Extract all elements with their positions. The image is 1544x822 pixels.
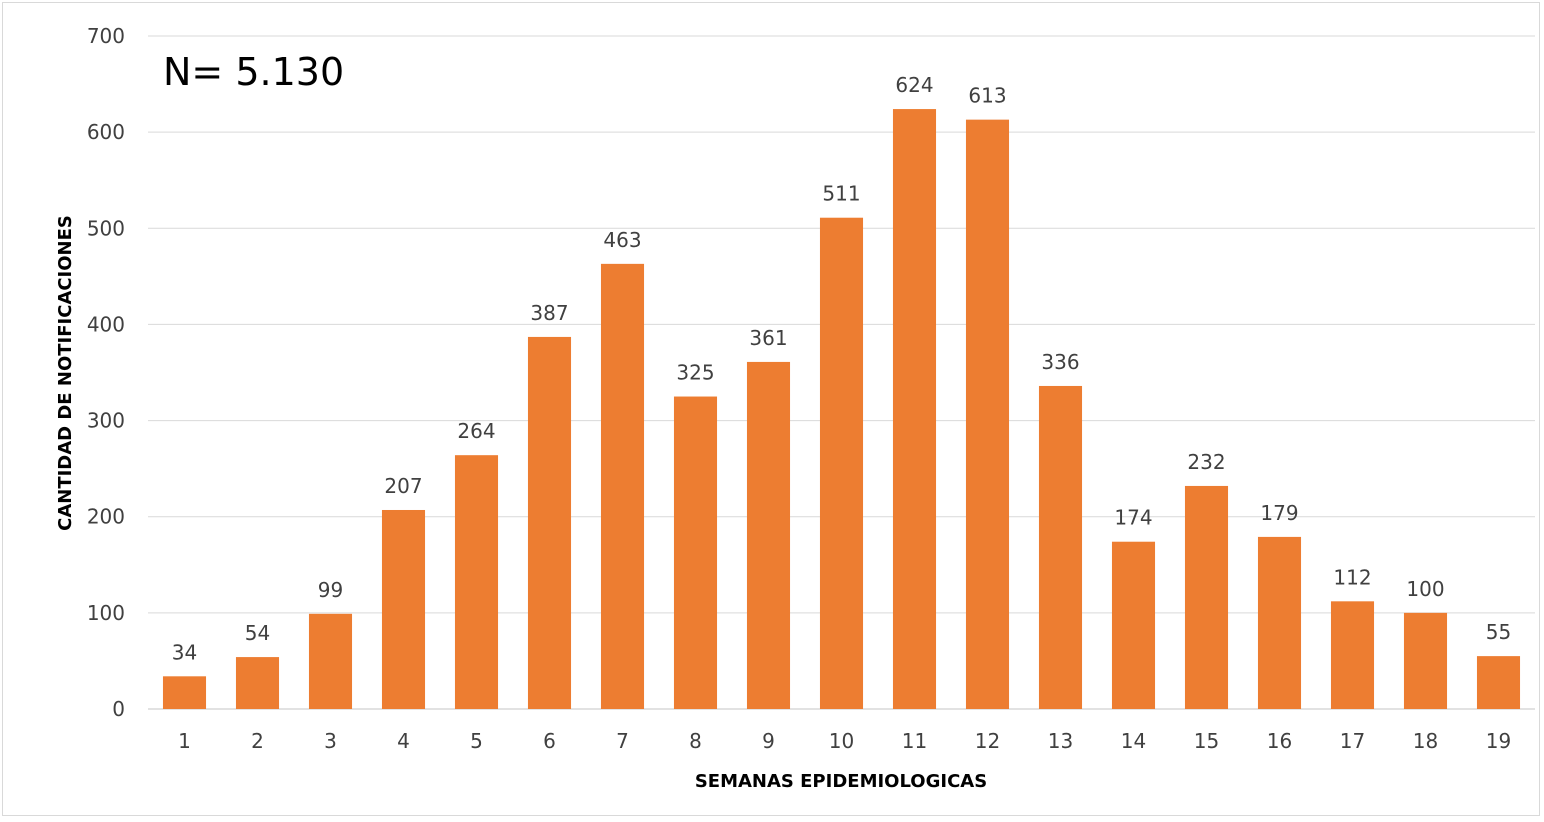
bar bbox=[1184, 485, 1229, 709]
x-tick-label: 2 bbox=[251, 729, 264, 753]
x-tick-label: 8 bbox=[689, 729, 702, 753]
x-tick-label: 11 bbox=[902, 729, 927, 753]
bar bbox=[965, 119, 1010, 709]
data-label: 361 bbox=[749, 326, 787, 350]
bar bbox=[892, 109, 937, 709]
bar bbox=[1330, 601, 1375, 709]
data-label: 54 bbox=[245, 621, 270, 645]
y-tick-label: 300 bbox=[87, 409, 125, 433]
data-label: 55 bbox=[1486, 620, 1511, 644]
bar bbox=[1111, 541, 1156, 709]
data-labels: 34 54 99 207 264 387 463 325 361 511 624 613 336 174 2… bbox=[172, 73, 1511, 664]
data-label: 463 bbox=[603, 228, 641, 252]
y-tick-label: 600 bbox=[87, 120, 125, 144]
bar bbox=[746, 361, 791, 709]
data-label: 34 bbox=[172, 640, 197, 664]
x-tick-label: 6 bbox=[543, 729, 556, 753]
data-label: 100 bbox=[1406, 577, 1444, 601]
y-axis-title: CANTIDAD DE NOTIFICACIONES bbox=[55, 215, 76, 531]
y-tick-label: 200 bbox=[87, 505, 125, 529]
y-tick-label: 400 bbox=[87, 312, 125, 336]
bar bbox=[819, 217, 864, 709]
bar bbox=[454, 455, 499, 709]
y-tick-label: 700 bbox=[87, 24, 125, 48]
bar bbox=[527, 336, 572, 709]
y-tick-label: 100 bbox=[87, 601, 125, 625]
data-label: 112 bbox=[1333, 565, 1371, 589]
data-label: 179 bbox=[1260, 501, 1298, 525]
y-axis-ticks: 0 100 200 300 400 500 600 700 bbox=[87, 24, 125, 721]
data-label: 99 bbox=[318, 578, 343, 602]
x-tick-label: 12 bbox=[975, 729, 1000, 753]
y-tick-label: 0 bbox=[112, 697, 125, 721]
x-tick-label: 5 bbox=[470, 729, 483, 753]
data-label: 207 bbox=[384, 474, 422, 498]
x-tick-label: 19 bbox=[1486, 729, 1511, 753]
y-tick-label: 500 bbox=[87, 216, 125, 240]
x-tick-label: 18 bbox=[1413, 729, 1438, 753]
data-label: 174 bbox=[1114, 506, 1152, 530]
bars bbox=[162, 109, 1521, 709]
data-label: 624 bbox=[895, 73, 933, 97]
bar bbox=[673, 396, 718, 709]
bar bbox=[235, 657, 280, 709]
x-axis-title: SEMANAS EPIDEMIOLOGICAS bbox=[695, 771, 987, 792]
x-tick-label: 13 bbox=[1048, 729, 1073, 753]
x-tick-label: 17 bbox=[1340, 729, 1365, 753]
x-tick-label: 15 bbox=[1194, 729, 1219, 753]
data-label: 232 bbox=[1187, 450, 1225, 474]
bar bbox=[1257, 536, 1302, 709]
data-label: 387 bbox=[530, 301, 568, 325]
bar bbox=[162, 676, 207, 709]
bar bbox=[308, 613, 353, 709]
chart-annotation: N= 5.130 bbox=[163, 50, 344, 94]
x-tick-label: 3 bbox=[324, 729, 337, 753]
x-tick-label: 1 bbox=[178, 729, 191, 753]
data-label: 613 bbox=[968, 84, 1006, 108]
bar bbox=[381, 509, 426, 709]
x-tick-label: 16 bbox=[1267, 729, 1292, 753]
bar bbox=[1476, 656, 1521, 709]
data-label: 511 bbox=[822, 182, 860, 206]
x-tick-label: 10 bbox=[829, 729, 854, 753]
bar bbox=[600, 263, 645, 709]
data-label: 336 bbox=[1041, 350, 1079, 374]
data-label: 325 bbox=[676, 361, 714, 385]
x-tick-label: 14 bbox=[1121, 729, 1146, 753]
x-axis-ticks: 1 2 3 4 5 6 7 8 9 10 11 12 13 14 15 16 17 18 19 bbox=[178, 729, 1511, 753]
bar bbox=[1038, 385, 1083, 709]
x-tick-label: 9 bbox=[762, 729, 775, 753]
data-label: 264 bbox=[457, 419, 495, 443]
bar bbox=[1403, 612, 1448, 709]
x-tick-label: 4 bbox=[397, 729, 410, 753]
x-tick-label: 7 bbox=[616, 729, 629, 753]
